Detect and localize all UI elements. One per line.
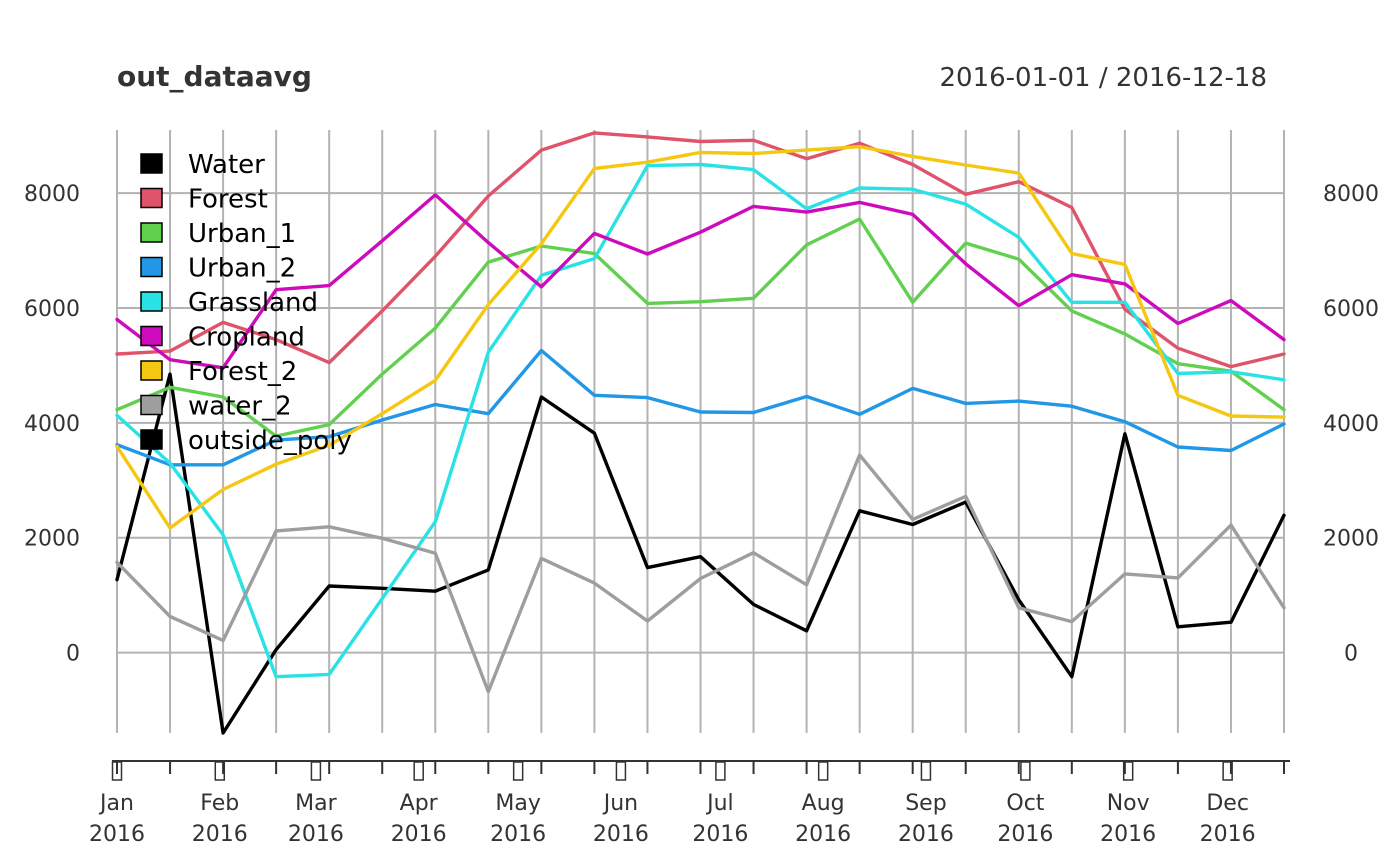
y-tick-label-left: 6000 [24,297,80,322]
x-tick-label-month: Aug [802,791,845,816]
x-tick-label-year: 2016 [795,822,851,847]
series-line-water-2 [115,453,1286,694]
x-tick-label-month: May [495,791,540,816]
x-tick-label-month: Sep [905,791,946,816]
x-major-tick-mark [615,761,627,781]
legend-swatch [140,153,163,174]
legend-label: Forest_2 [188,357,297,387]
x-major-tick-mark [214,761,226,781]
x-tick-label-month: Dec [1206,791,1249,816]
legend-label: Water [188,150,265,180]
x-tick-label-month: Mar [295,791,337,816]
x-major-tick-mark [413,761,424,781]
x-tick-label-year: 2016 [490,822,546,847]
legend-swatch [140,256,163,278]
x-tick-label-year: 2016 [192,822,248,847]
x-tick-label-year: 2016 [593,822,649,847]
x-major-tick-mark [715,761,726,781]
x-tick-label-month: Oct [1006,791,1044,816]
y-tick-label-left: 8000 [24,182,80,207]
x-major-tick-mark [1122,761,1134,781]
x-tick-label-year: 2016 [288,822,344,847]
legend-swatch [140,429,163,450]
x-tick-label-year: 2016 [1100,822,1156,847]
x-major-tick-mark [817,761,829,781]
legend-swatch [140,187,163,209]
series-lines [115,131,1286,735]
y-tick-label-left: 0 [66,642,80,667]
series-line-cropland [115,193,1286,370]
legend-swatch [140,325,163,347]
legend-label: Urban_2 [188,254,296,284]
legend-swatch [140,222,163,243]
x-major-tick-mark [1222,761,1233,781]
legend-label: outside_poly [188,426,352,456]
legend-label: Forest [188,185,268,215]
x-major-tick-mark [310,761,322,781]
y-tick-label-right: 4000 [1323,412,1379,437]
legend-label: Cropland [188,323,305,353]
x-tick-label-month: Nov [1107,791,1150,816]
x-axis: Jan 2016 Feb 2016 Mar 2016 Apr 2016 May 2016 Jun 20… [89,760,1290,847]
series-line-urban-2 [115,348,1286,467]
y-axis-tick-labels: 0 0 2000 2000 4000 4000 6000 6000 8000 8000 [24,182,1379,666]
chart-title: out_dataavg [117,60,312,93]
x-tick-label-month: Jan [98,791,134,816]
legend-label: Urban_1 [188,219,296,249]
y-tick-label-right: 8000 [1323,182,1379,207]
y-tick-label-right: 0 [1344,642,1358,667]
legend-swatch [140,291,163,312]
date-range-label: 2016-01-01 / 2016-12-18 [940,63,1268,93]
y-tick-label-right: 6000 [1323,297,1379,322]
series-line-grassland [115,162,1286,679]
x-tick-label-month: Apr [400,791,439,816]
legend-swatch [140,394,163,416]
x-tick-label-year: 2016 [692,822,748,847]
x-tick-label-year: 2016 [1200,822,1256,847]
series-line-water [115,372,1286,735]
x-tick-label-month: Jul [705,791,734,816]
x-major-tick-mark [920,761,932,781]
x-tick-label-month: Feb [200,791,239,816]
y-tick-label-left: 4000 [24,412,80,437]
x-tick-label-year: 2016 [898,822,954,847]
x-tick-label-month: Jun [602,791,638,816]
x-major-tick-mark [111,761,123,781]
x-major-tick-mark [1020,761,1031,781]
series-line-forest-2 [115,144,1286,530]
x-tick-label-year: 2016 [89,822,145,847]
legend-swatch [140,360,163,381]
x-major-tick-mark [512,761,524,781]
x-tick-label-year: 2016 [997,822,1053,847]
y-tick-label-left: 2000 [24,527,80,552]
x-tick-label-year: 2016 [391,822,447,847]
series-line-urban-1 [115,217,1286,438]
legend-label: water_2 [188,392,292,422]
legend: Water Forest Urban_1 Urban_2 Grassland Cropla… [140,150,352,456]
legend-label: Grassland [188,288,318,318]
series-line-forest [115,131,1286,369]
y-tick-label-right: 2000 [1323,527,1379,552]
